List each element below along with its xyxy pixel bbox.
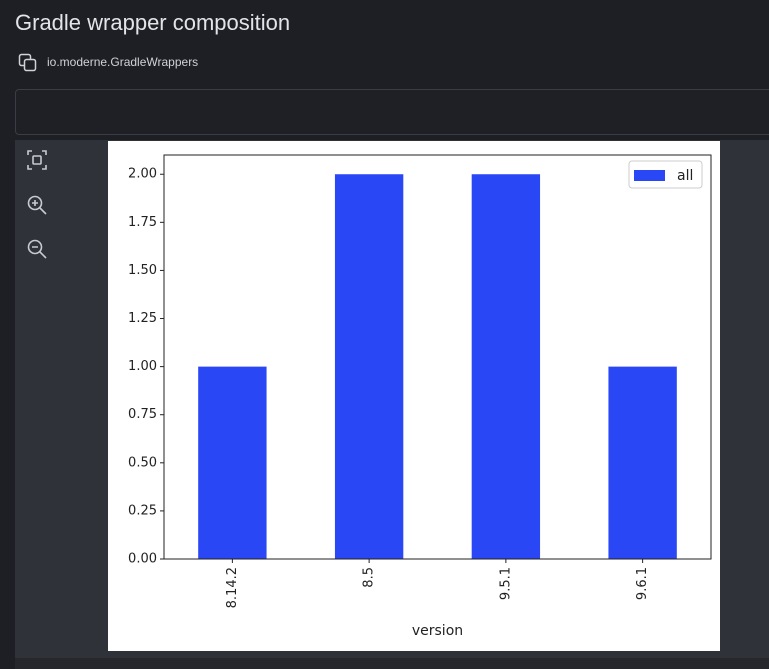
- bar: [608, 366, 677, 559]
- fit-button[interactable]: [27, 150, 47, 170]
- x-tick-label: 9.5.1: [498, 567, 513, 600]
- toolbar: [27, 150, 47, 259]
- y-tick-label: 0.50: [128, 455, 157, 470]
- chart: 0.00 0.25 0.50 0.75 1.00 1.25 1.50 1.75 2.00 8.14…: [108, 141, 720, 651]
- legend: all: [628, 160, 703, 189]
- y-tick-label: 1.00: [128, 359, 157, 374]
- legend-box: [628, 160, 703, 189]
- copy-icon[interactable]: [18, 53, 38, 73]
- query-input[interactable]: [15, 89, 769, 135]
- plot-frame: [163, 154, 712, 560]
- x-tick-label: 9.6.1: [635, 567, 650, 600]
- y-tick-label: 0.75: [128, 407, 157, 422]
- bar: [334, 174, 404, 559]
- y-tick-label: 1.75: [128, 215, 157, 230]
- bottom-bar: [15, 658, 769, 669]
- x-axis-label: version: [412, 623, 463, 639]
- y-tick-label: 0.00: [128, 552, 157, 567]
- legend-label: all: [677, 168, 693, 184]
- y-tick-label: 0.25: [128, 503, 157, 518]
- zoom-out-button[interactable]: [27, 239, 47, 259]
- zoom-in-button[interactable]: [27, 195, 47, 215]
- bar: [471, 174, 541, 559]
- legend-swatch: [634, 170, 665, 181]
- y-tick-label: 1.25: [128, 311, 157, 326]
- x-tick-label: 8.14.2: [225, 567, 240, 608]
- recipe-id: io.moderne.GradleWrappers: [47, 55, 199, 69]
- page-title: Gradle wrapper composition: [15, 10, 291, 35]
- x-tick-label: 8.5: [362, 567, 377, 588]
- bar: [198, 366, 267, 559]
- y-tick-label: 2.00: [128, 167, 157, 182]
- y-tick-label: 1.50: [128, 263, 157, 278]
